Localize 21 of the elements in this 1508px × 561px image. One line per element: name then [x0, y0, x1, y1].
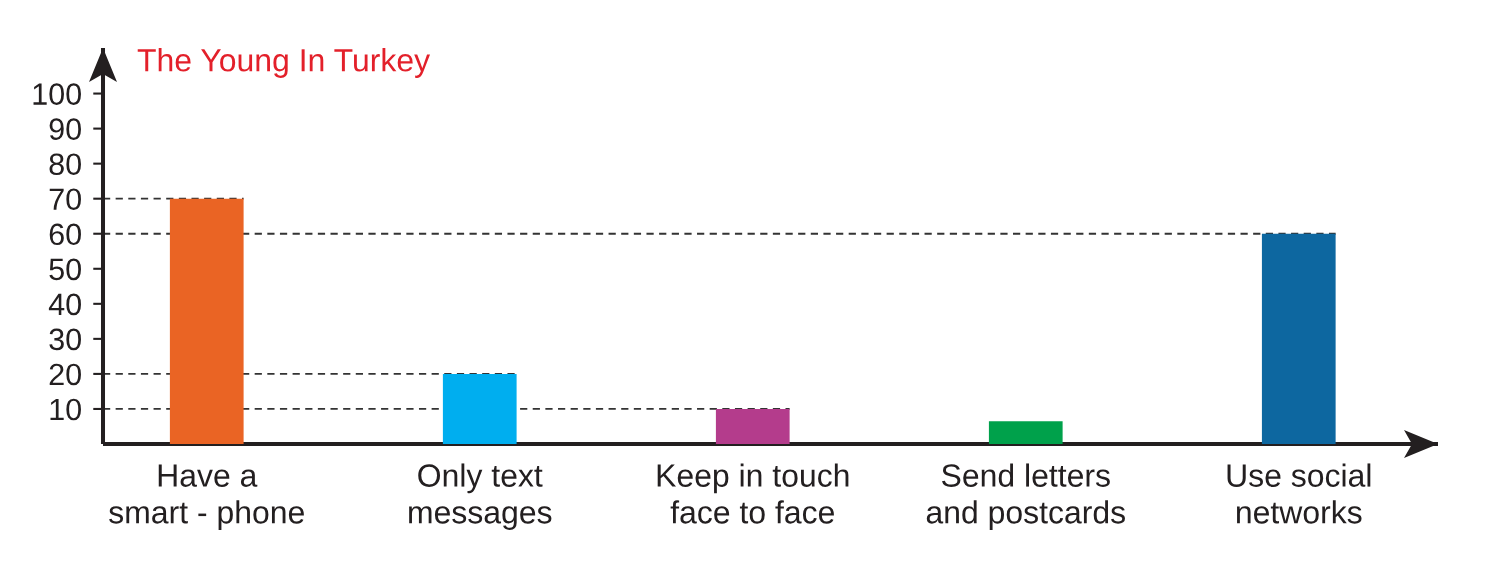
x-tick-label: Have a smart - phone	[109, 464, 304, 530]
y-tick-label: 50	[49, 258, 81, 281]
x-tick-label: Keep in touch face to face	[657, 463, 849, 524]
bar	[715, 408, 790, 444]
bar	[169, 198, 244, 444]
bar	[442, 373, 517, 444]
y-tick-label: 60	[49, 223, 81, 246]
y-tick-label: 10	[50, 398, 81, 421]
y-tick-label: 70	[49, 188, 81, 211]
y-tick-label: 90	[49, 118, 81, 140]
chart-title: The Young In Turkey	[137, 48, 431, 78]
x-tick-label: Only text messages	[409, 463, 552, 530]
y-tick-label: 40	[48, 293, 81, 316]
y-tick-label: 80	[49, 153, 81, 176]
y-tick-label: 100	[33, 83, 81, 105]
bar	[988, 421, 1063, 444]
x-tick-label: Use social networks	[1227, 463, 1371, 524]
y-tick-label: 30	[49, 328, 81, 351]
bar	[1261, 233, 1336, 444]
y-tick-label: 20	[49, 363, 81, 386]
x-tick-label: Send letters and postcards	[926, 463, 1125, 530]
